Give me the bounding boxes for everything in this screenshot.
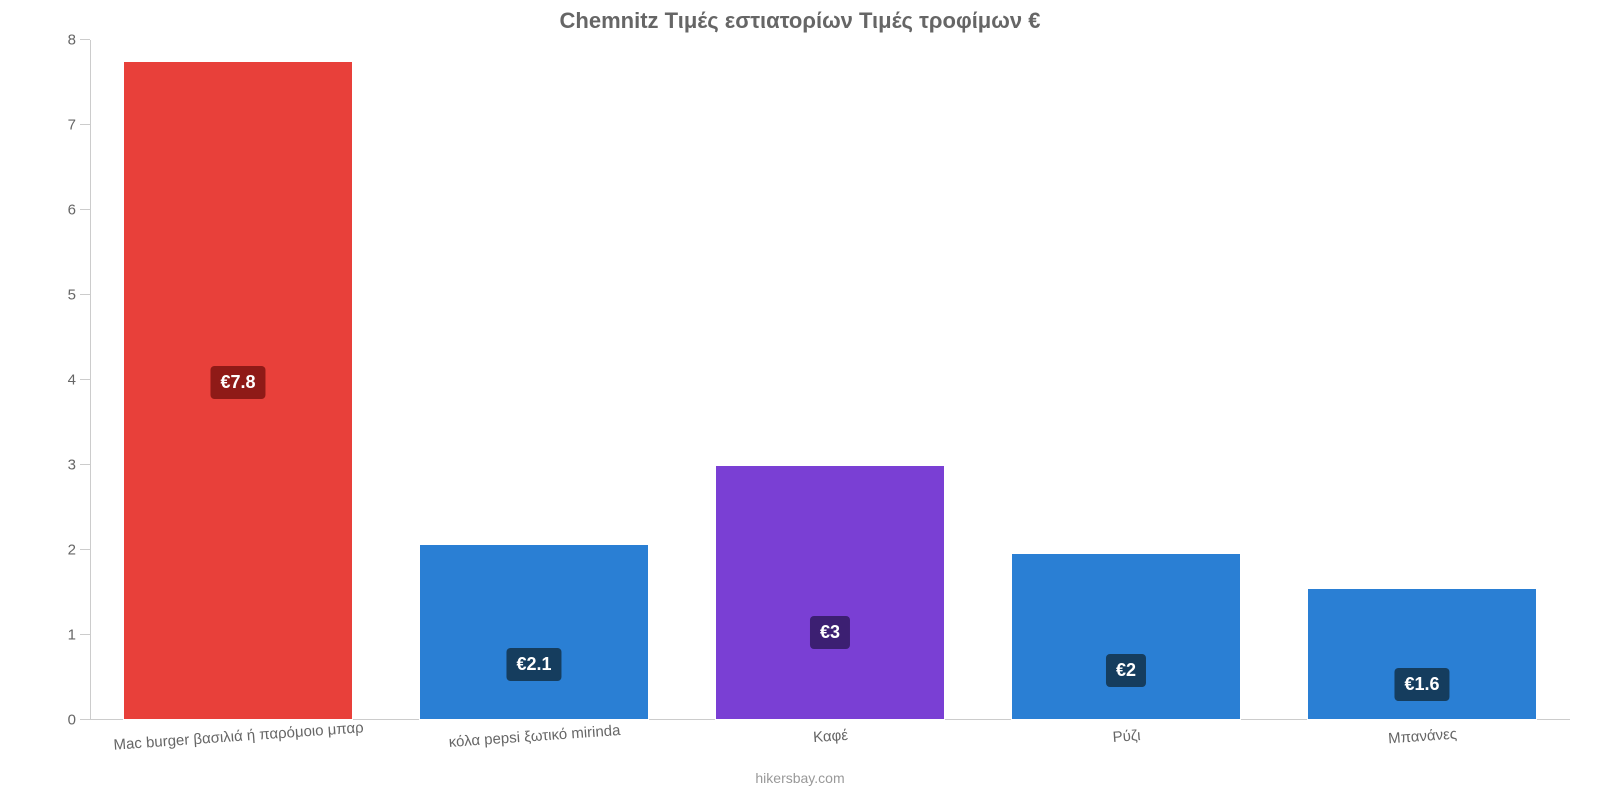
bar: €1.6 xyxy=(1307,588,1537,720)
bar-value-badge: €3 xyxy=(810,616,850,649)
y-tick-label: 2 xyxy=(68,542,90,559)
y-tick-label: 3 xyxy=(68,457,90,474)
x-axis-label: Καφέ xyxy=(682,718,978,756)
bar-slot: €3 xyxy=(682,40,978,720)
bar: €7.8 xyxy=(123,61,353,720)
chart-plot-area: 012345678 €7.8€2.1€3€2€1.6 xyxy=(90,40,1570,720)
y-tick-label: 5 xyxy=(68,287,90,304)
bar: €2.1 xyxy=(419,544,649,720)
bar-value-badge: €1.6 xyxy=(1394,668,1449,701)
y-tick-label: 7 xyxy=(68,117,90,134)
y-tick-label: 6 xyxy=(68,202,90,219)
bar-value-badge: €2 xyxy=(1106,654,1146,687)
x-axis-label: Mac burger βασιλιά ή παρόμοιο μπαρ xyxy=(90,718,386,756)
bar: €2 xyxy=(1011,553,1241,720)
bar-slot: €1.6 xyxy=(1274,40,1570,720)
bar-value-badge: €2.1 xyxy=(506,648,561,681)
bar-slot: €7.8 xyxy=(90,40,386,720)
chart-title: Chemnitz Τιμές εστιατορίων Τιμές τροφίμω… xyxy=(0,0,1600,34)
x-axis-label: Ρύζι xyxy=(978,718,1274,756)
x-axis-label: κόλα pepsi ξωτικό mirinda xyxy=(386,718,682,756)
y-tick-label: 4 xyxy=(68,372,90,389)
x-axis-labels: Mac burger βασιλιά ή παρόμοιο μπαρκόλα p… xyxy=(90,728,1570,745)
y-tick-label: 0 xyxy=(68,712,90,729)
bar: €3 xyxy=(715,465,945,720)
y-tick-label: 8 xyxy=(68,32,90,49)
bar-slot: €2 xyxy=(978,40,1274,720)
attribution-text: hikersbay.com xyxy=(0,770,1600,786)
y-tick-label: 1 xyxy=(68,627,90,644)
x-axis-label: Μπανάνες xyxy=(1274,718,1570,756)
bar-slot: €2.1 xyxy=(386,40,682,720)
bars-container: €7.8 €2.1 €3 €2 €1.6 xyxy=(90,40,1570,720)
bar-value-badge: €7.8 xyxy=(210,366,265,399)
